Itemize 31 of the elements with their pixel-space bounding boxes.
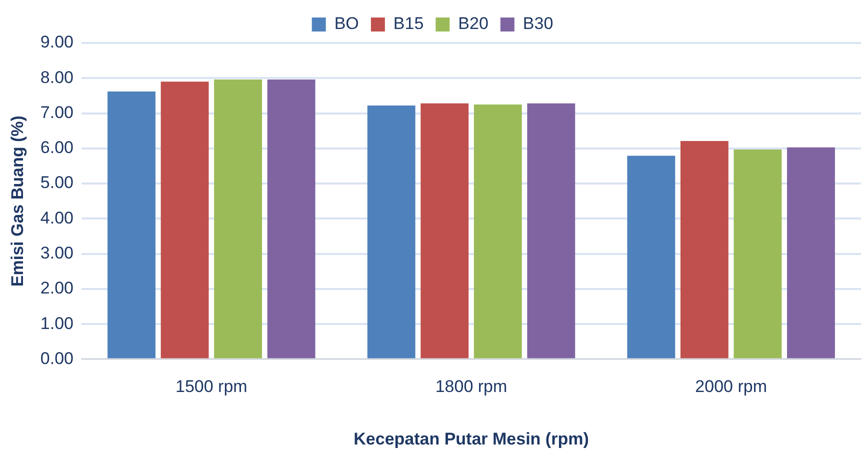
legend-label: B20: [458, 14, 488, 34]
y-tick-label: 0.00: [40, 348, 74, 368]
bar: [787, 147, 835, 358]
bar: [367, 106, 416, 358]
legend-label: BO: [334, 14, 359, 34]
bar: [267, 80, 316, 358]
bar: [527, 103, 576, 358]
y-tick-label: 5.00: [40, 173, 74, 192]
legend-label: B15: [393, 14, 424, 34]
bar: [474, 104, 522, 358]
y-tick-label: 6.00: [40, 138, 74, 158]
y-tick-label: 2.00: [40, 278, 74, 298]
y-tick-label: 3.00: [40, 243, 74, 262]
x-tick-label: 2000 rpm: [695, 377, 767, 396]
bar: [420, 103, 469, 358]
y-tick-label: 7.00: [40, 102, 74, 122]
x-tick-label: 1800 rpm: [435, 377, 508, 396]
x-tick-label: 1500 rpm: [175, 377, 248, 396]
bar: [108, 91, 156, 358]
y-tick-label: 4.00: [40, 208, 74, 228]
bar: [214, 80, 262, 358]
y-tick-label: 1.00: [40, 314, 74, 333]
y-axis-title: Emisi Gas Buang (%): [8, 116, 27, 287]
bar: [160, 82, 209, 358]
x-axis-title: Kecepatan Putar Mesin (rpm): [354, 429, 589, 448]
bar: [627, 156, 676, 358]
legend-label: B30: [522, 14, 554, 34]
y-tick-label: 9.00: [40, 32, 74, 52]
bar: [734, 149, 782, 358]
y-tick-label: 8.00: [40, 68, 74, 87]
bar: [680, 141, 728, 358]
